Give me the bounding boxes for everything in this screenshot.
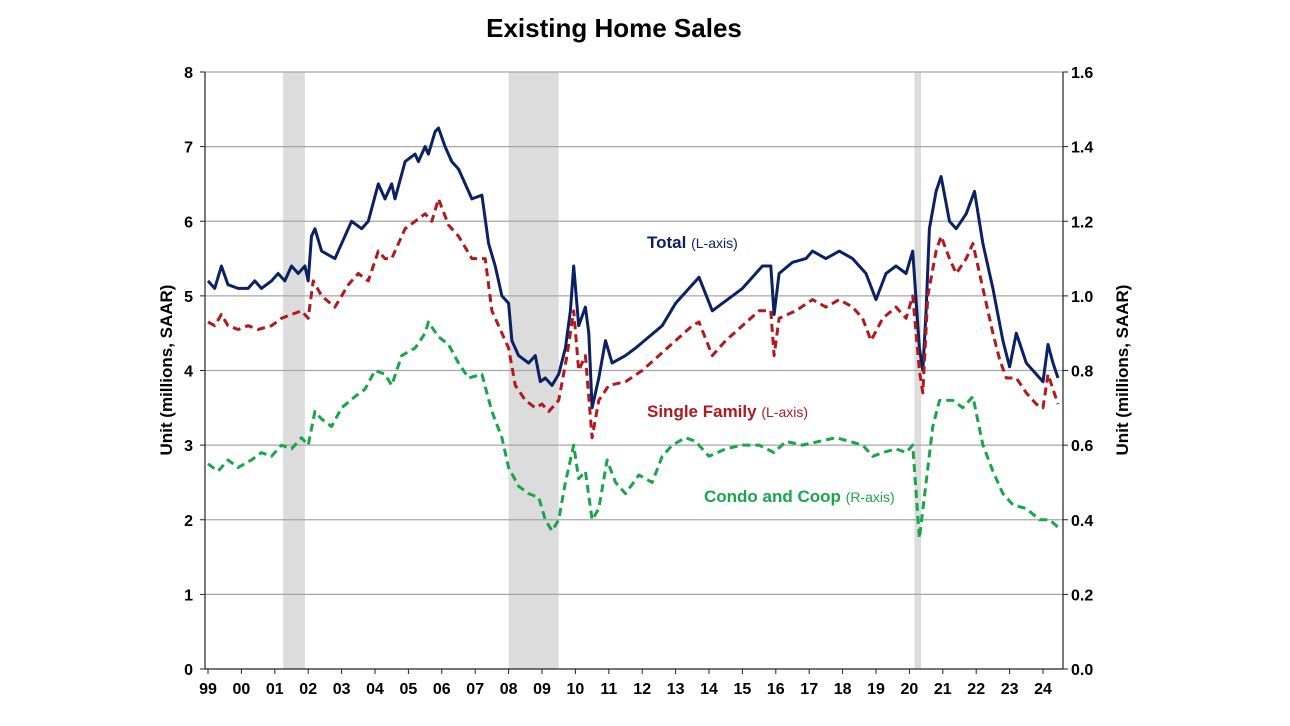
x-tick-label: 18: [834, 681, 852, 698]
y-right-tick-label: 0.4: [1071, 513, 1093, 530]
x-tick-label: 24: [1034, 681, 1052, 698]
y-axis-right-ticks: 0.0 0.2 0.4 0.6 0.8 1.0 1.2 1.4 1.6: [1063, 65, 1093, 679]
x-tick-label: 12: [633, 681, 651, 698]
y-left-tick-label: 6: [184, 214, 193, 231]
y-left-tick-label: 8: [184, 65, 193, 82]
y-left-tick-label: 1: [184, 587, 193, 604]
y-right-tick-label: 1.2: [1071, 214, 1093, 231]
y-right-tick-label: 1.4: [1071, 140, 1093, 157]
x-axis-ticks: 99 00 01 02 03 04 05 06 07 08 09 10 11 12 13 14 15 16 17 18…: [199, 669, 1052, 698]
total-line: [206, 126, 1060, 410]
x-tick-label: 19: [867, 681, 885, 698]
series-lines: [206, 126, 1060, 540]
label-total: Total (L-axis): [647, 233, 738, 252]
x-tick-label: 06: [433, 681, 451, 698]
y-right-tick-label: 1.0: [1071, 289, 1093, 306]
x-tick-label: 17: [800, 681, 818, 698]
x-tick-label: 10: [567, 681, 585, 698]
label-single-family: Single Family (L-axis): [647, 402, 808, 421]
x-tick-label: 23: [1001, 681, 1019, 698]
x-tick-label: 20: [901, 681, 919, 698]
x-tick-label: 03: [333, 681, 351, 698]
y-right-tick-label: 1.6: [1071, 65, 1093, 82]
x-tick-label: 99: [199, 681, 217, 698]
x-tick-label: 13: [667, 681, 685, 698]
y-axis-right-label: Unit (millions, SAAR): [1113, 285, 1132, 456]
x-tick-label: 22: [967, 681, 985, 698]
condo-coop-line: [207, 320, 1059, 540]
y-left-tick-label: 0: [184, 662, 193, 679]
gridlines: [205, 71, 1063, 596]
x-tick-label: 16: [767, 681, 785, 698]
x-tick-label: 11: [600, 681, 617, 698]
y-right-tick-label: 0.0: [1071, 662, 1093, 679]
x-tick-label: 07: [466, 681, 484, 698]
x-tick-label: 00: [233, 681, 251, 698]
x-tick-label: 01: [266, 681, 284, 698]
chart-title: Existing Home Sales: [486, 13, 742, 43]
single-family-line: [207, 197, 1060, 440]
x-tick-label: 14: [700, 681, 718, 698]
y-right-tick-label: 0.8: [1071, 364, 1093, 381]
x-tick-label: 09: [533, 681, 551, 698]
y-axis-left-label: Unit (millions, SAAR): [157, 285, 176, 456]
y-left-tick-label: 5: [184, 289, 193, 306]
y-left-tick-label: 4: [184, 364, 193, 381]
label-condo-coop: Condo and Coop (R-axis): [704, 487, 895, 506]
x-tick-label: 21: [934, 681, 952, 698]
x-tick-label: 15: [734, 681, 752, 698]
y-right-tick-label: 0.2: [1071, 587, 1093, 604]
y-right-tick-label: 0.6: [1071, 438, 1093, 455]
x-tick-label: 05: [400, 681, 418, 698]
x-tick-label: 02: [299, 681, 317, 698]
y-axis-left-ticks: 0 1 2 3 4 5 6 7 8: [184, 65, 205, 679]
y-left-tick-label: 3: [184, 438, 193, 455]
y-left-tick-label: 7: [184, 140, 193, 157]
x-tick-label: 04: [366, 681, 384, 698]
y-left-tick-label: 2: [184, 513, 193, 530]
x-tick-label: 08: [500, 681, 518, 698]
